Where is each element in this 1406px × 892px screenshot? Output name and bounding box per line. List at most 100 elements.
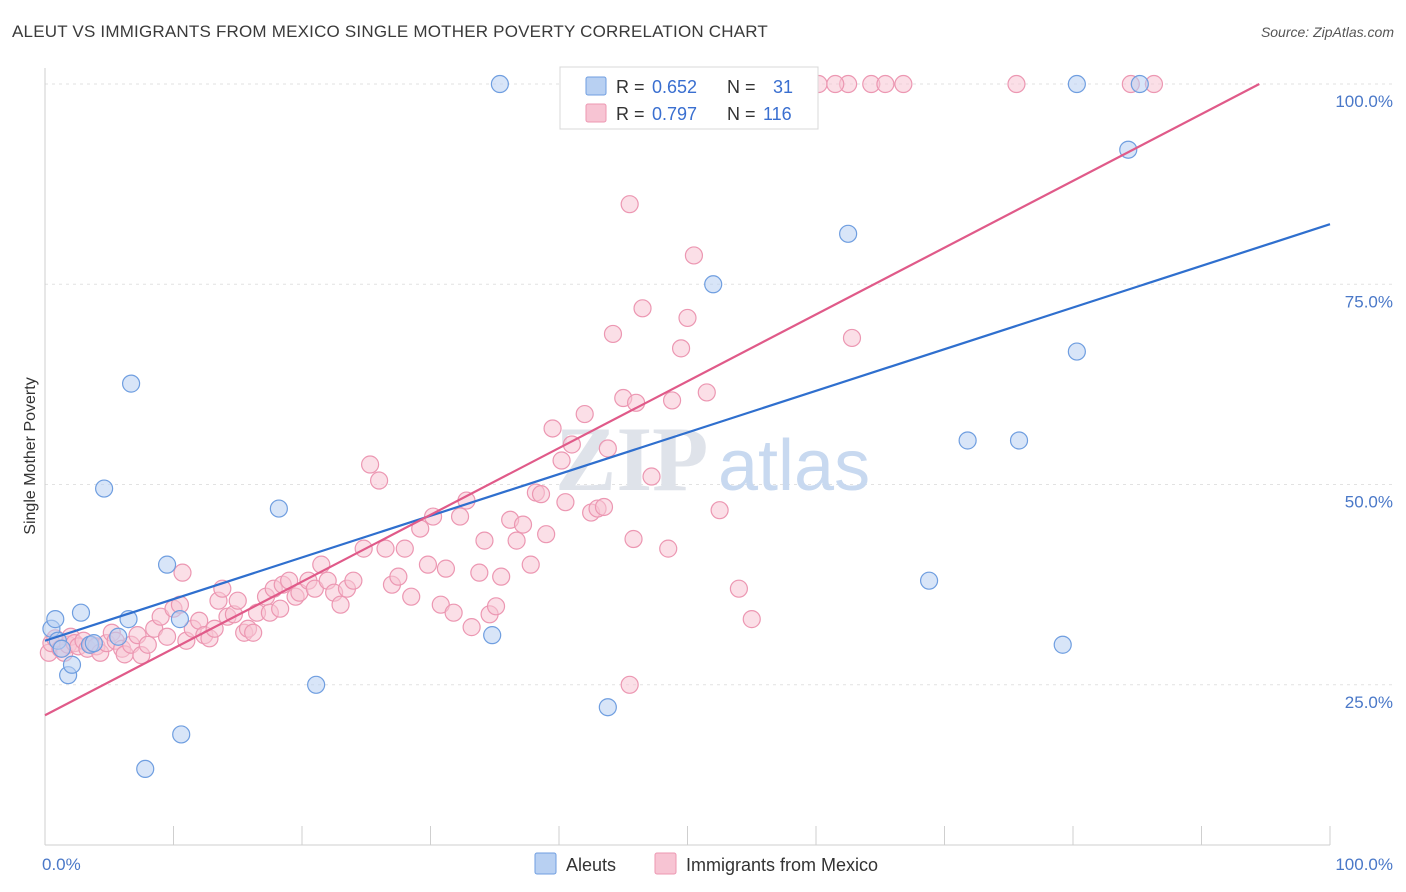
immigrants-point-67 bbox=[402, 587, 421, 606]
x-tick-label-right: 100.0% bbox=[1335, 855, 1393, 874]
immigrants-point-107 bbox=[671, 339, 691, 358]
y-tick-label-3: 100.0% bbox=[1335, 92, 1393, 111]
aleuts-point-3 bbox=[52, 639, 71, 658]
immigrants-point-77 bbox=[470, 563, 489, 582]
immigrants-point-104 bbox=[642, 467, 661, 486]
immigrants-point-103 bbox=[633, 299, 652, 318]
immigrants-point-22 bbox=[138, 635, 157, 654]
aleuts-point-5 bbox=[62, 655, 82, 674]
y-tick-label-0: 25.0% bbox=[1345, 693, 1393, 712]
legend-r-label-aleuts: R = bbox=[616, 77, 645, 97]
aleuts-point-14 bbox=[157, 555, 177, 574]
immigrants-point-59 bbox=[344, 571, 363, 590]
immigrants-point-80 bbox=[486, 597, 506, 616]
aleuts-point-6 bbox=[71, 603, 91, 622]
watermark-zip: ZIP bbox=[555, 408, 708, 510]
y-tick-label-2: 75.0% bbox=[1345, 292, 1393, 311]
immigrants-point-39 bbox=[228, 591, 247, 610]
immigrants-point-105 bbox=[659, 539, 678, 558]
immigrants-point-63 bbox=[376, 539, 395, 558]
immigrants-point-84 bbox=[513, 515, 533, 534]
immigrants-point-90 bbox=[552, 451, 571, 470]
aleuts-point-29 bbox=[1067, 74, 1086, 94]
legend-r-label-immigrants: R = bbox=[616, 104, 645, 124]
immigrants-point-132 bbox=[620, 195, 639, 214]
axes bbox=[44, 68, 1331, 846]
aleuts-point-23 bbox=[839, 224, 858, 243]
immigrants-point-65 bbox=[389, 567, 408, 586]
watermark-atlas: atlas bbox=[718, 426, 870, 506]
aleuts-point-1 bbox=[46, 610, 65, 629]
immigrants-point-53 bbox=[305, 579, 324, 598]
y-tick-label-1: 50.0% bbox=[1345, 493, 1393, 512]
immigrants-point-115 bbox=[842, 328, 862, 348]
aleuts-point-26 bbox=[1009, 431, 1029, 450]
immigrants-point-78 bbox=[475, 531, 494, 550]
legend-bottom-label-aleuts: Aleuts bbox=[566, 855, 616, 875]
immigrants-point-108 bbox=[678, 308, 697, 328]
immigrants-point-129 bbox=[826, 74, 845, 94]
legend-n-label-immigrants: N = bbox=[727, 104, 756, 124]
chart-source: Source: ZipAtlas.com bbox=[1260, 24, 1394, 40]
y-axis-title: Single Mother Poverty bbox=[22, 377, 39, 534]
immigrants-point-120 bbox=[1007, 74, 1026, 94]
aleuts-point-28 bbox=[1067, 342, 1086, 361]
legend-r-value-immigrants: 0.797 bbox=[652, 104, 697, 124]
legend-series: Aleuts Immigrants from Mexico bbox=[534, 852, 878, 875]
immigrants-point-100 bbox=[620, 675, 639, 694]
legend-bottom-swatch-aleuts bbox=[534, 852, 557, 875]
immigrants-point-106 bbox=[662, 391, 682, 410]
immigrants-point-28 bbox=[173, 563, 192, 582]
immigrants-point-112 bbox=[729, 579, 749, 598]
immigrants-point-87 bbox=[531, 485, 551, 504]
aleuts-point-12 bbox=[121, 374, 141, 393]
legend-bottom-label-immigrants: Immigrants from Mexico bbox=[686, 855, 878, 875]
immigrants-point-109 bbox=[684, 246, 704, 265]
immigrants-point-62 bbox=[370, 471, 389, 490]
immigrants-point-96 bbox=[594, 497, 614, 517]
gridlines bbox=[45, 83, 1393, 686]
immigrants-point-25 bbox=[157, 627, 177, 646]
aleuts-point-22 bbox=[704, 275, 723, 294]
immigrants-point-72 bbox=[436, 559, 456, 578]
immigrants-point-71 bbox=[431, 595, 450, 614]
watermark: ZIP atlas bbox=[555, 408, 870, 510]
immigrants-point-88 bbox=[537, 525, 556, 544]
aleuts-point-10 bbox=[109, 627, 128, 646]
legend-n-label-aleuts: N = bbox=[727, 77, 756, 97]
immigrants-point-61 bbox=[361, 455, 380, 474]
legend-bottom-swatch-immigrants bbox=[654, 852, 677, 875]
immigrants-point-85 bbox=[521, 555, 540, 574]
immigrants-point-69 bbox=[418, 555, 438, 574]
trend-lines bbox=[44, 83, 1331, 717]
immigrants-point-93 bbox=[575, 404, 594, 424]
aleuts-trend-line bbox=[44, 223, 1331, 642]
aleuts-point-21 bbox=[598, 698, 617, 717]
legend-n-value-immigrants: 116 bbox=[763, 104, 792, 124]
immigrants-point-47 bbox=[271, 599, 290, 618]
aleuts-point-27 bbox=[1053, 635, 1072, 654]
x-tick-label-left: 0.0% bbox=[42, 855, 81, 874]
immigrants-point-57 bbox=[331, 595, 350, 614]
immigrants-point-83 bbox=[507, 531, 526, 550]
aleuts-point-15 bbox=[170, 610, 190, 629]
immigrants-point-89 bbox=[543, 419, 562, 438]
immigrants-point-101 bbox=[624, 529, 643, 549]
legend-r-value-aleuts: 0.652 bbox=[652, 77, 697, 97]
immigrants-point-119 bbox=[894, 74, 913, 94]
immigrants-point-113 bbox=[742, 610, 761, 629]
aleuts-point-18 bbox=[307, 675, 326, 694]
x-tick-labels: 0.0% 100.0% bbox=[42, 855, 1393, 874]
immigrants-point-74 bbox=[450, 507, 470, 526]
legend-swatch-immigrants bbox=[585, 103, 607, 123]
aleuts-point-31 bbox=[1130, 74, 1149, 94]
immigrants-point-42 bbox=[244, 623, 263, 642]
series-aleuts-points bbox=[42, 74, 1149, 779]
immigrants-point-91 bbox=[556, 493, 575, 512]
legend-n-value-aleuts: 31 bbox=[773, 77, 793, 97]
aleuts-point-16 bbox=[172, 725, 191, 744]
immigrants-point-73 bbox=[444, 603, 463, 622]
aleuts-point-24 bbox=[919, 571, 939, 590]
aleuts-point-13 bbox=[136, 759, 155, 779]
chart-title: ALEUT VS IMMIGRANTS FROM MEXICO SINGLE M… bbox=[12, 22, 769, 41]
